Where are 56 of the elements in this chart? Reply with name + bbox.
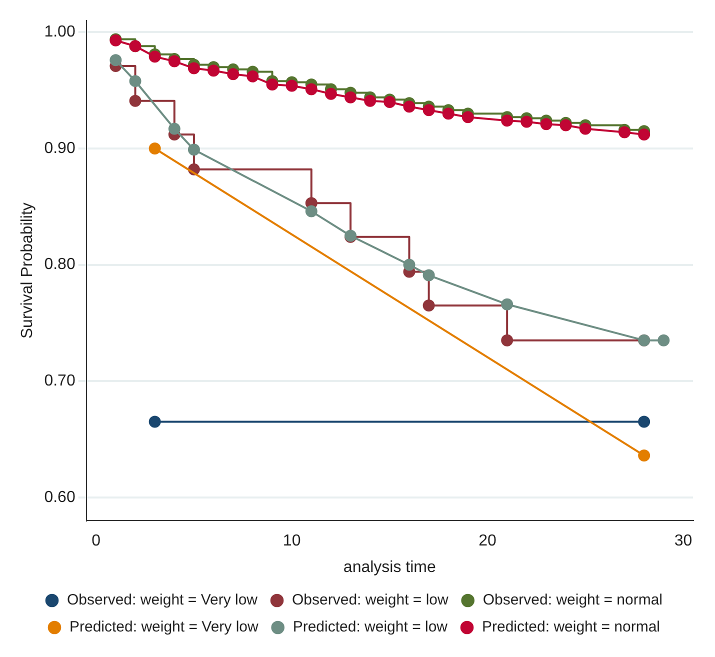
x-tick-label: 10 [282,532,301,550]
point [148,416,161,428]
point [188,62,200,74]
point [364,94,376,107]
point [638,449,650,462]
point [246,70,259,82]
point [305,83,318,96]
point [227,68,240,80]
point [110,54,122,66]
legend-label: Predicted: weight = low [292,618,448,636]
y-tick-label: 0.90 [44,140,76,157]
point [168,55,180,68]
point [560,119,572,132]
point [579,122,592,135]
y-tick-label: 0.80 [44,256,76,274]
point [618,126,631,138]
point [148,50,161,63]
point [638,128,650,141]
point [501,298,514,310]
y-tick-label: 0.70 [44,372,76,390]
legend-label: Observed: weight = Very low [66,592,258,609]
point [520,116,533,128]
point [286,80,298,92]
point [442,108,454,120]
point [462,111,474,124]
point [266,78,278,91]
x-axis-title: analysis time [343,558,436,576]
point [501,334,514,346]
y-axis-title: Survival Probability [19,202,36,339]
legend-label: Observed: weight = normal [482,592,663,609]
point [324,88,337,100]
x-tick-label: 0 [92,532,101,550]
point [188,144,200,156]
point [658,334,670,346]
point [422,104,435,116]
legend-label: Predicted: weight = Very low [69,618,259,636]
point [403,258,416,271]
point [422,299,435,312]
x-tick-label: 20 [478,532,497,550]
y-tick-label: 0.60 [44,488,76,506]
point [305,205,318,218]
point [148,142,161,155]
point [422,269,435,282]
point [168,122,180,135]
point [129,75,142,88]
legend-label: Observed: weight = low [292,592,448,609]
legend-label: Predicted: weight = normal [482,618,660,636]
point [501,114,514,127]
point [540,118,552,130]
point [208,64,220,77]
x-tick-label: 30 [674,532,692,550]
point [129,94,142,107]
point [638,416,650,428]
y-tick-label: 1.00 [44,24,76,41]
point [403,100,416,113]
point [344,91,357,104]
